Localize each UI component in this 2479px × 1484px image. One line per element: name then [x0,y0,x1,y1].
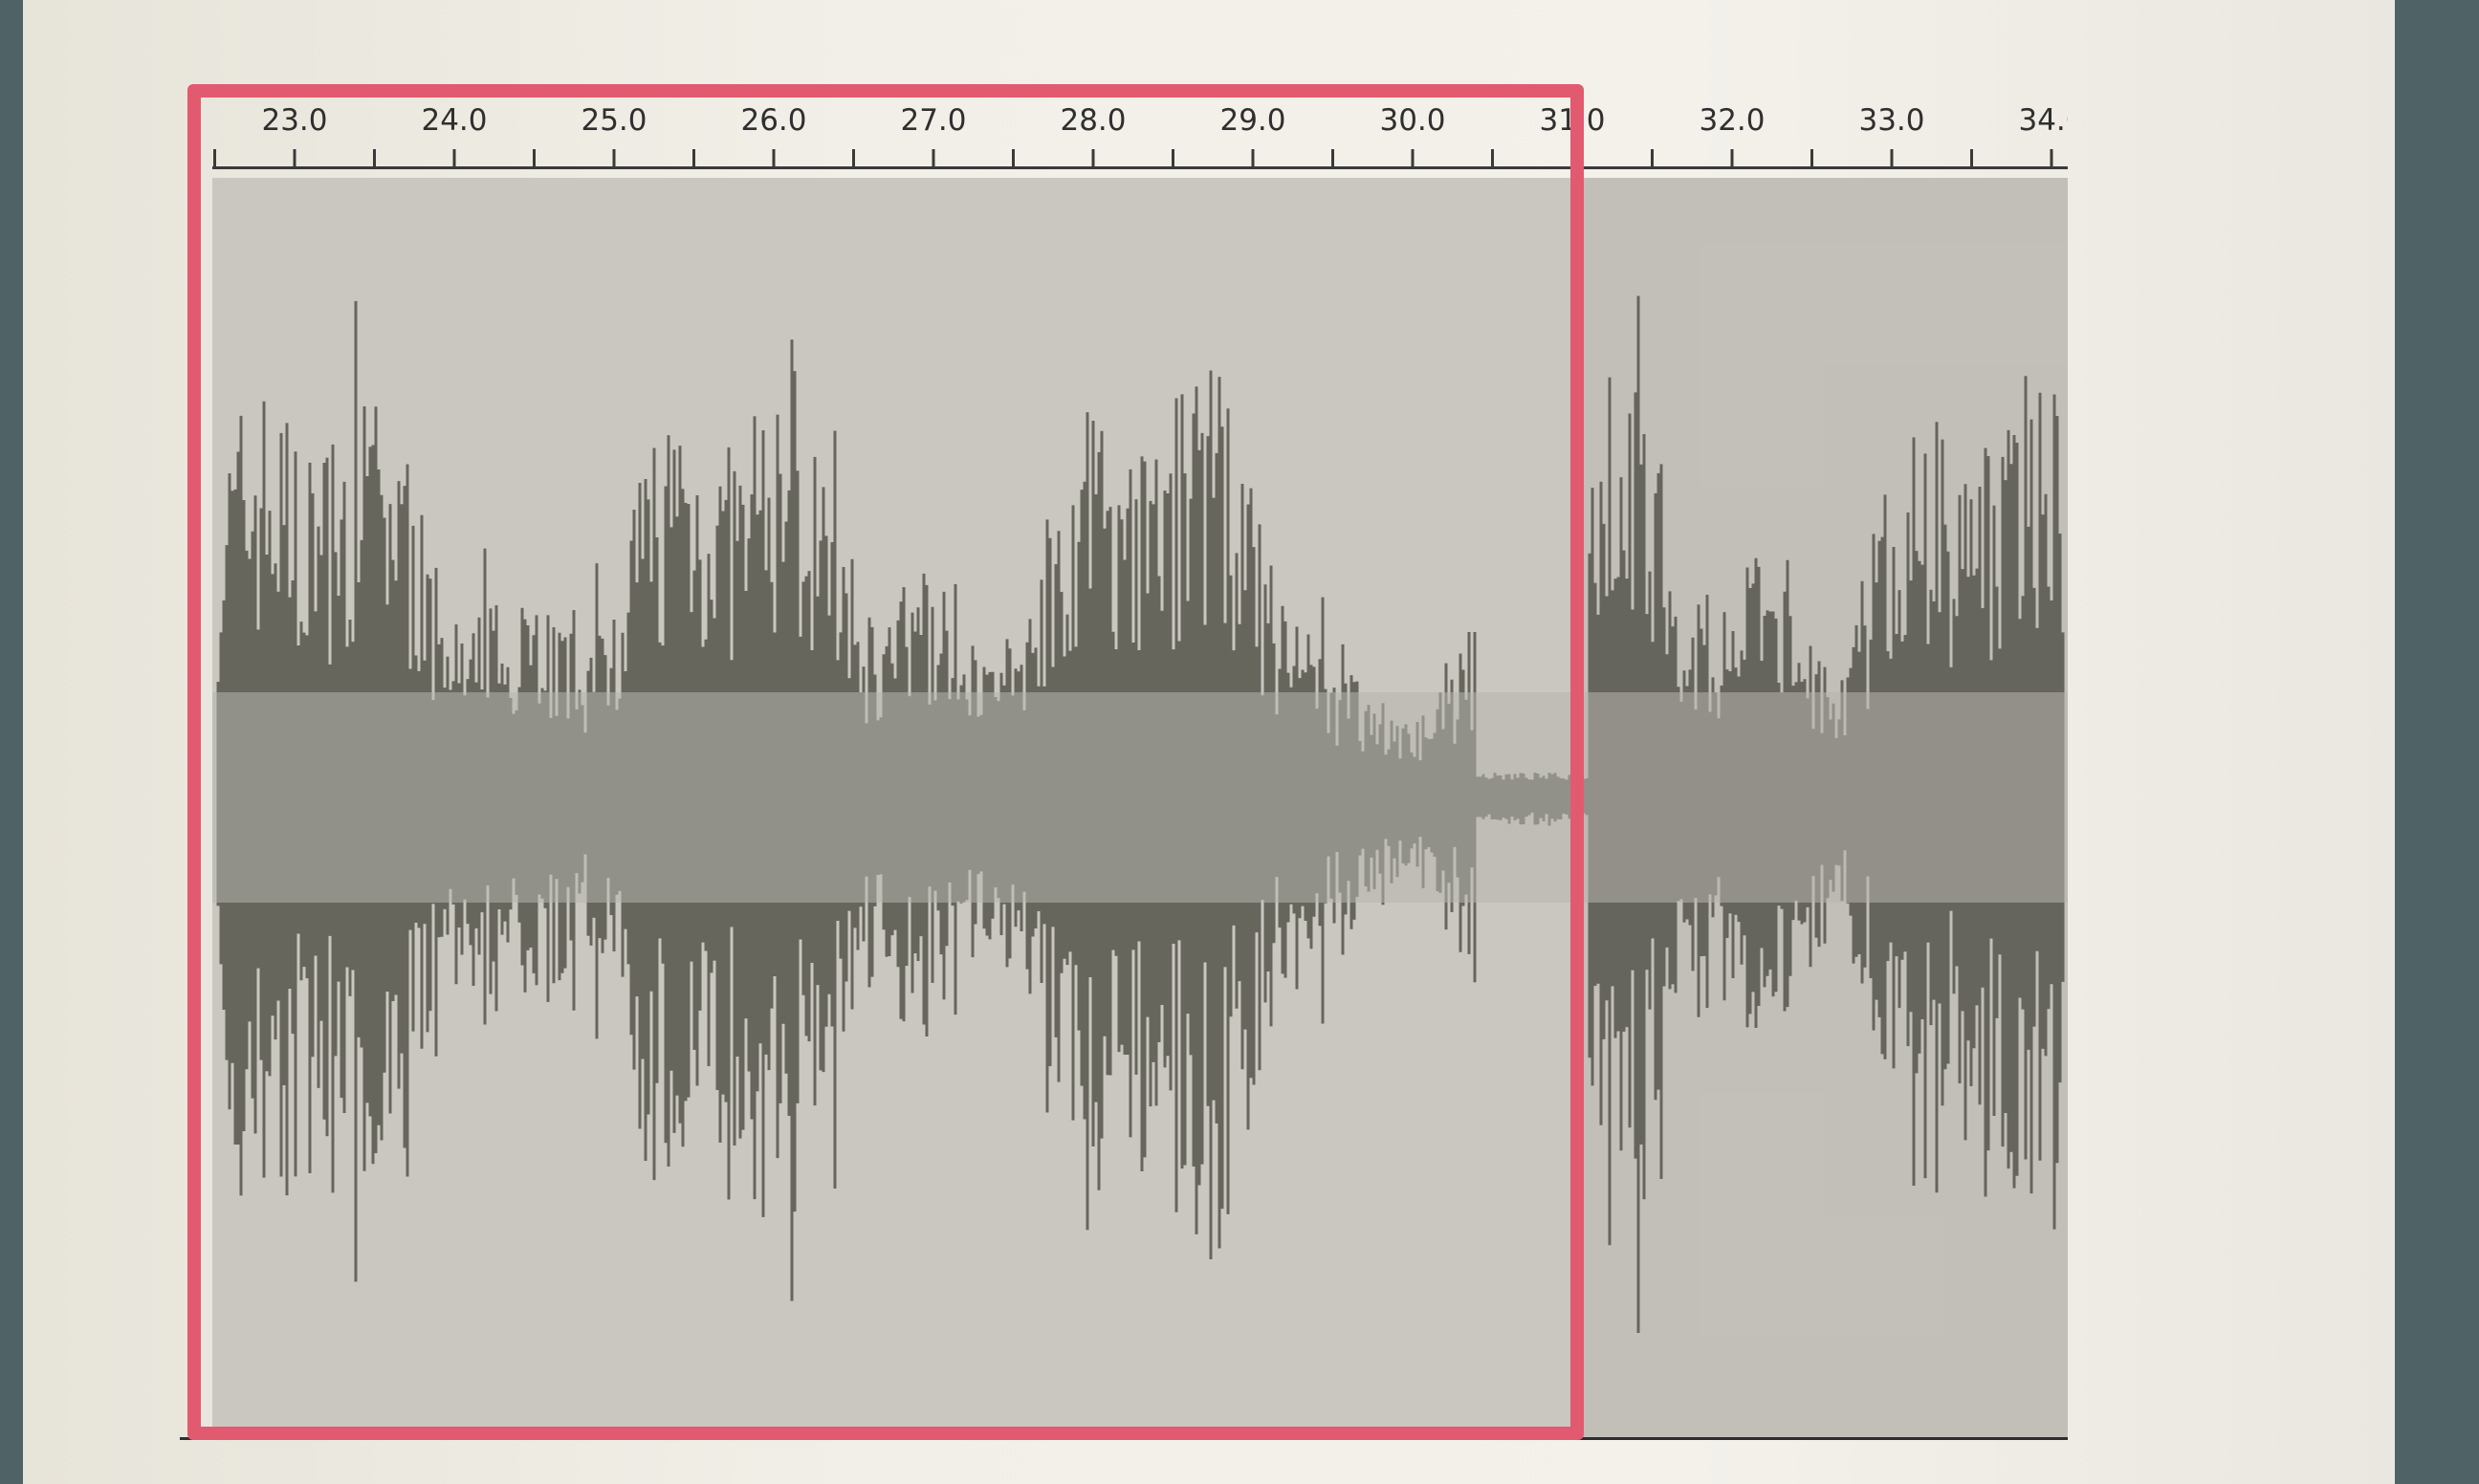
ruler-tick-label: 28.0 [1060,103,1127,138]
waveform [212,295,2068,1333]
ruler-tick-label: 25.0 [581,103,647,138]
timeline-ruler[interactable]: 23.0 24.0 25.0 26.0 27.0 28.0 29.0 30.0 31.0 32.0… [212,92,2068,178]
ruler-tick-label: 34.0 [2018,103,2068,138]
ruler-tick-label: 32.0 [1699,103,1766,138]
ruler-baseline [212,166,2068,169]
hand-drawn-selection-box [187,84,1584,1440]
ruler-ticks [213,149,2053,166]
ruler-tick-label: 30.0 [1379,103,1446,138]
audio-track[interactable] [212,178,2068,1440]
waveform-rms-band [212,692,2068,903]
ruler-labels: 23.0 24.0 25.0 26.0 27.0 28.0 29.0 30.0 31.0 32.0… [212,92,2068,178]
ruler-tick-label: 24.0 [421,103,488,138]
ruler-tick-label: 23.0 [261,103,328,138]
ruler-tick-label: 29.0 [1219,103,1286,138]
ruler-tick-label: 26.0 [740,103,807,138]
ruler-tick-label: 33.0 [1858,103,1925,138]
ruler-tick-label: 27.0 [900,103,967,138]
